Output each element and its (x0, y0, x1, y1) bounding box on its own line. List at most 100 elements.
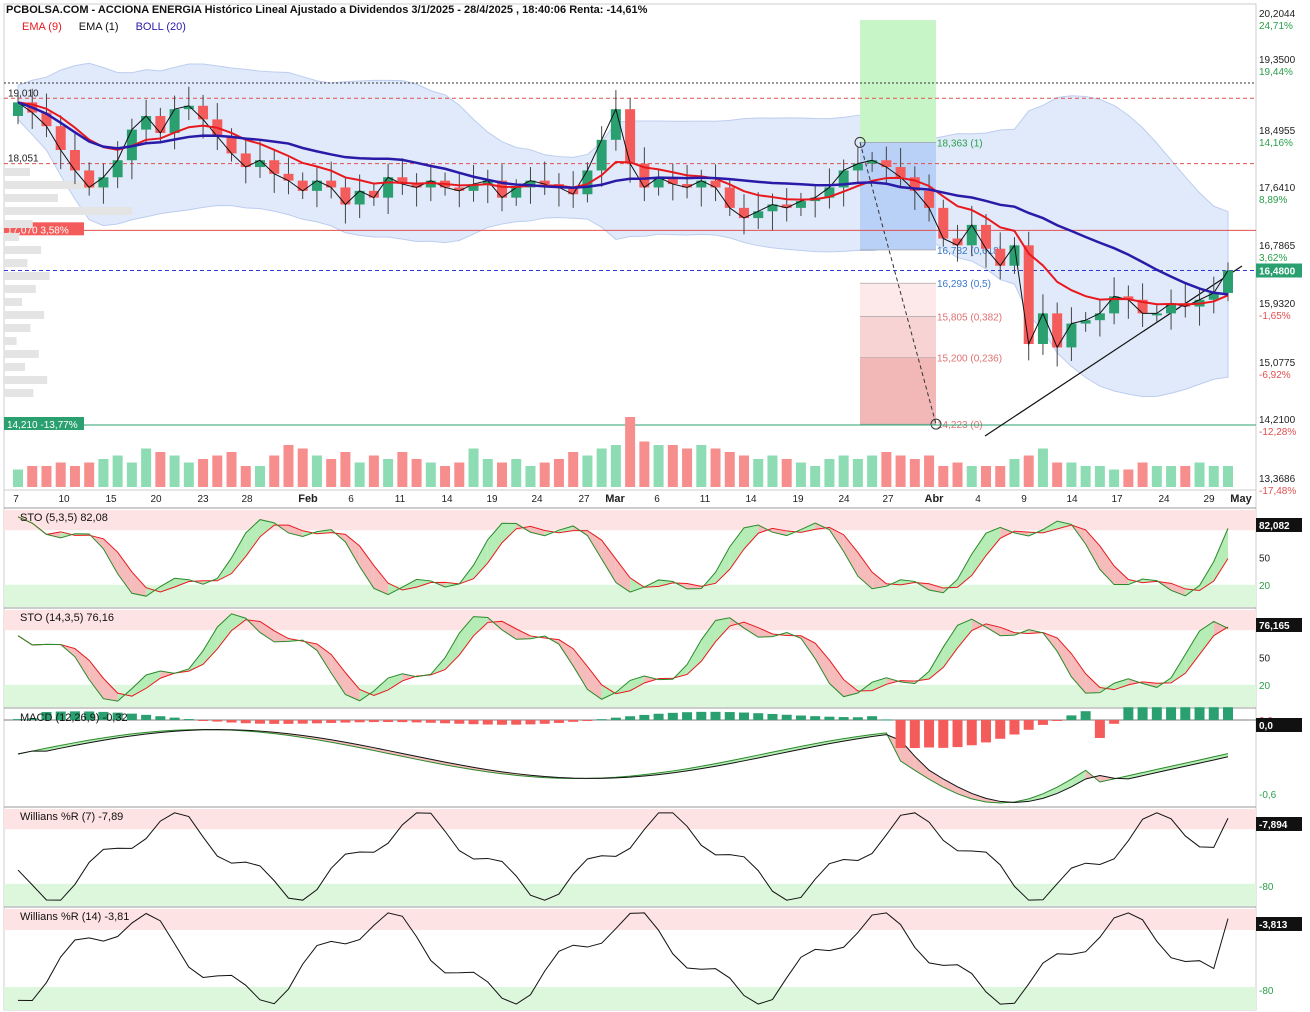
candle-body (198, 105, 209, 120)
macd-histogram-bar (340, 720, 351, 723)
fib-label: 15,200 (0,236) (937, 354, 1002, 365)
macd-histogram-bar (1166, 707, 1177, 720)
volume-bar (311, 455, 322, 487)
y-tick-pct: 14,16% (1259, 138, 1293, 149)
volume-profile-bar (4, 246, 42, 254)
macd-histogram-bar (610, 717, 621, 720)
candle-body (795, 201, 806, 208)
macd-line (17, 729, 1229, 804)
candle-body (539, 180, 550, 185)
macd-histogram-bar (354, 720, 365, 723)
volume-bar (525, 466, 536, 487)
candle-body (183, 105, 194, 110)
candle-body (1080, 320, 1091, 324)
macd-histogram-bar (283, 720, 294, 724)
sto-fill (1185, 630, 1200, 674)
volume-bar (1123, 469, 1134, 487)
volume-bar (1208, 466, 1219, 487)
macd-histogram-bar (1208, 707, 1219, 720)
volume-bar (981, 466, 991, 487)
macd-histogram-bar (13, 719, 23, 721)
volume-profile-bar (4, 207, 132, 215)
sto-fill (601, 684, 616, 700)
volume-bar (1166, 466, 1177, 487)
volume-bar (269, 455, 280, 487)
macd-fill (445, 762, 460, 768)
sto-fill (203, 627, 218, 665)
sto-fill (1000, 527, 1015, 539)
macd-fill (786, 746, 801, 753)
fib-zone-pink2 (860, 316, 936, 358)
sto-fill (872, 677, 887, 691)
macd-histogram-bar (141, 714, 152, 720)
x-tick-label: 6 (654, 494, 660, 505)
sto-fill (986, 527, 1001, 556)
sto-fill (388, 583, 403, 595)
sto-fill (473, 539, 488, 579)
volume-profile-bar (4, 194, 58, 202)
oversold-zone (4, 883, 1256, 906)
x-tick-label: 9 (1021, 494, 1027, 505)
volume-bar (69, 466, 80, 487)
candle-body (511, 187, 522, 198)
candle-body (482, 180, 493, 185)
oversold-zone (4, 684, 1256, 707)
sto-fill (957, 619, 972, 648)
y-tick-pct: -1,65% (1259, 311, 1291, 322)
volume-bar (454, 462, 465, 487)
panel-last-value: -3,813 (1259, 920, 1288, 931)
y-tick-price: 15,9320 (1259, 299, 1296, 310)
level-label-14210: 14,210 -13,77% (7, 420, 78, 431)
ema9-line (17, 101, 1229, 306)
volume-bar (582, 455, 593, 487)
candle-body (69, 150, 80, 171)
sto-fill (260, 519, 275, 537)
volume-bar (995, 466, 1006, 487)
x-tick-label: 28 (241, 494, 253, 505)
legend-boll: BOLL (20) (135, 21, 186, 33)
volume-profile-bar (4, 298, 22, 306)
candle-body (13, 102, 23, 116)
macd-histogram-bar (98, 711, 109, 720)
sto-main-line (17, 613, 1229, 702)
sto-fill (103, 678, 118, 702)
panel-last-value: 82,082 (1259, 521, 1290, 532)
x-tick-label: 19 (486, 494, 498, 505)
macd-fill (800, 743, 816, 750)
volume-bar (283, 445, 294, 487)
panel-y-tick: 50 (1259, 554, 1271, 565)
macd-histogram-bar (55, 711, 66, 720)
volume-bar (1180, 466, 1191, 487)
panel-title: STO (14,3,5) 76,16 (20, 612, 114, 624)
candle-body (610, 109, 621, 140)
sto-fill (131, 674, 147, 697)
macd-histogram-bar (1052, 720, 1063, 721)
sto-fill (359, 546, 374, 589)
volume-bar (340, 452, 351, 487)
macd-histogram-bar (653, 713, 664, 720)
overbought-zone (4, 809, 1256, 830)
sto-fill (1099, 545, 1115, 585)
sto-fill (744, 622, 759, 638)
candle-body (924, 190, 935, 208)
sto-fill (1000, 627, 1015, 636)
sto-fill (772, 528, 787, 536)
volume-bar (198, 459, 209, 487)
sto-fill (687, 639, 702, 675)
macd-fill (373, 747, 389, 754)
candle-body (710, 180, 721, 188)
last-price-label: 16,4800 (1259, 266, 1296, 277)
macd-histogram-bar (667, 712, 678, 720)
candle-body (1052, 313, 1063, 348)
candle-body (1023, 245, 1034, 345)
volume-bar (1037, 448, 1048, 487)
sto-fill (886, 677, 901, 685)
sto-fill (1071, 653, 1086, 694)
sto-fill (815, 523, 830, 530)
fib-zone-green (860, 20, 936, 143)
volume-bar (112, 455, 123, 487)
sto-fill (843, 679, 858, 697)
sto-fill (615, 559, 631, 593)
